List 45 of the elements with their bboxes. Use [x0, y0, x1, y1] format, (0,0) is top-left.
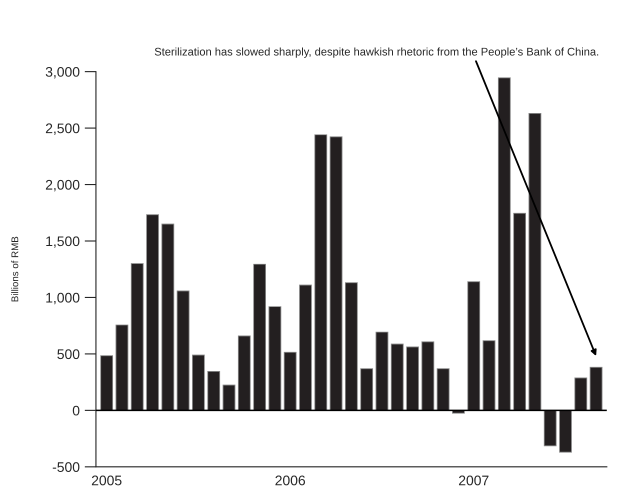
y-tick-label: 2,500: [46, 123, 80, 135]
bar: [467, 281, 480, 411]
bar: [146, 214, 159, 411]
bar: [528, 112, 542, 411]
bar: [436, 368, 450, 411]
y-tick-label: 500: [57, 349, 80, 360]
bar: [406, 346, 419, 411]
y-tick-label: 1,500: [46, 236, 80, 248]
bar: [100, 355, 114, 411]
y-tick-label: 2,000: [46, 180, 80, 192]
text: Sterilization has slowed sharply, despite hawkish rhetoric from the People’s Bank of China.: [154, 47, 598, 58]
x-tick-label: 2007: [458, 476, 488, 486]
bar: [376, 332, 388, 411]
bar: [222, 384, 236, 411]
bar: [192, 354, 205, 411]
y-axis-title: Billions of RMB: [11, 236, 18, 302]
bar: [574, 378, 588, 411]
bar: [390, 344, 404, 411]
bar: [498, 77, 511, 411]
bar: [207, 370, 220, 411]
bar: [559, 410, 572, 453]
x-tick-label: 2006: [275, 476, 306, 486]
bar: [544, 410, 557, 446]
bar: [344, 282, 358, 411]
bar: [161, 224, 174, 411]
bar: [590, 366, 602, 411]
bar: [513, 212, 526, 411]
y-tick-label: 1,000: [46, 292, 80, 304]
bar: [421, 341, 434, 411]
bar: [268, 306, 282, 411]
bar: [238, 336, 251, 411]
bar: [299, 284, 312, 411]
bar: [130, 263, 144, 411]
bar: [284, 352, 297, 411]
bar: [330, 136, 342, 411]
x-tick-label: 2005: [92, 476, 122, 486]
y-tick-label: 0: [72, 406, 80, 416]
bar: [253, 264, 266, 411]
bar: [360, 368, 374, 411]
bar: [482, 340, 496, 411]
bar: [314, 134, 328, 411]
y-tick-label: 3,000: [46, 66, 80, 78]
bar: [176, 290, 190, 411]
y-tick-label: -500: [52, 462, 80, 472]
bar: [116, 324, 128, 411]
